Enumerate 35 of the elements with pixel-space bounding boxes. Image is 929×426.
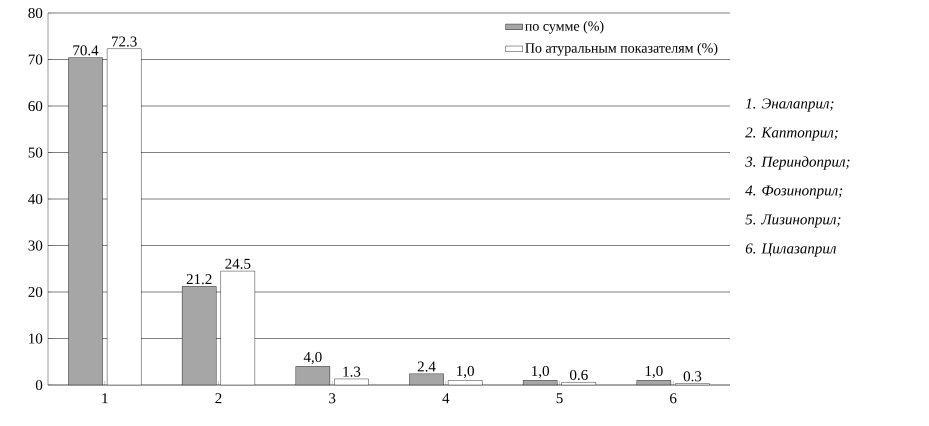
data-label: 1.3 xyxy=(343,366,360,377)
y-tick-label: 20 xyxy=(28,286,42,298)
data-label: 0.6 xyxy=(570,370,588,380)
y-tick-label: 80 xyxy=(28,8,42,18)
text: 2. Каптоприл; xyxy=(745,127,838,141)
data-label: 2.4 xyxy=(418,362,436,372)
y-tick-label: 60 xyxy=(28,100,42,112)
text: 6. Цилазаприл xyxy=(746,243,836,257)
data-label: 21.2 xyxy=(186,274,212,284)
y-tick-label: 70 xyxy=(28,54,42,65)
y-tick-label: 40 xyxy=(28,194,42,204)
text: 4. Фозиноприл; xyxy=(745,185,842,199)
x-tick-label: 6 xyxy=(670,393,676,404)
x-tick-label: 1 xyxy=(102,393,108,404)
data-label: 4,0 xyxy=(304,352,322,364)
x-tick-label: 3 xyxy=(329,393,336,404)
x-tick-label: 5 xyxy=(556,393,563,404)
data-label: 1,0 xyxy=(532,366,549,378)
y-tick-label: 10 xyxy=(29,333,42,344)
y-tick-label: 0 xyxy=(36,380,42,390)
data-label: 1,0 xyxy=(646,366,663,378)
legend-label: По атуральным показателям (%) xyxy=(525,42,718,56)
data-label: 1,0 xyxy=(457,366,474,378)
data-label: 0.3 xyxy=(684,371,702,382)
text: 3. Периндоприл; xyxy=(745,156,850,170)
legend-label: по сумме (%) xyxy=(525,20,604,34)
y-tick-label: 30 xyxy=(28,240,42,251)
data-label: 24.5 xyxy=(225,258,250,269)
x-tick-label: 4 xyxy=(442,393,450,404)
x-tick-label: 2 xyxy=(215,393,222,404)
data-label: 70.4 xyxy=(73,45,98,56)
text: 1. Эналаприл; xyxy=(746,98,834,112)
text: 5. Лизиноприл; xyxy=(745,214,840,228)
y-tick-label: 50 xyxy=(28,147,42,158)
data-label: 72.3 xyxy=(112,36,137,47)
